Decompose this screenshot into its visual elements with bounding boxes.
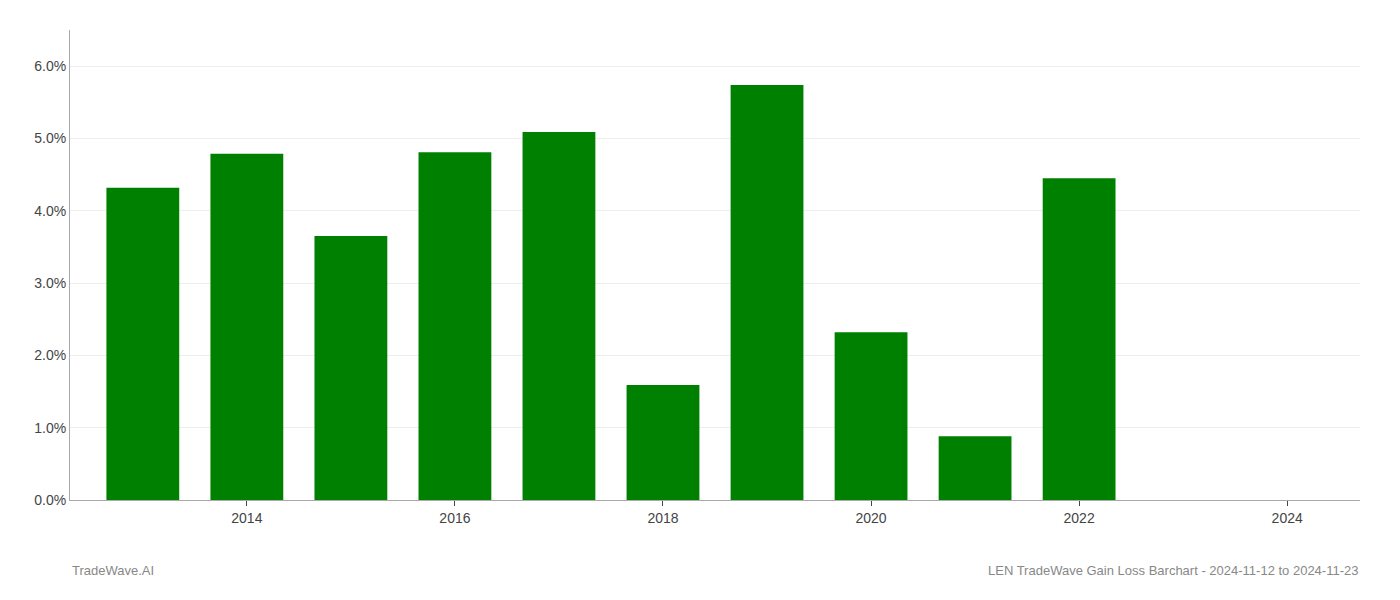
svg-text:0.0%: 0.0% [34,492,66,508]
svg-text:2.0%: 2.0% [34,347,66,363]
svg-text:2024: 2024 [1272,510,1303,526]
svg-text:1.0%: 1.0% [34,420,66,436]
svg-text:3.0%: 3.0% [34,275,66,291]
svg-text:6.0%: 6.0% [34,58,66,74]
svg-text:2018: 2018 [647,510,678,526]
svg-text:TradeWave.AI: TradeWave.AI [72,563,154,578]
svg-text:4.0%: 4.0% [34,203,66,219]
svg-text:2020: 2020 [855,510,886,526]
svg-text:LEN TradeWave Gain Loss Barcha: LEN TradeWave Gain Loss Barchart - 2024-… [988,563,1358,578]
svg-text:2016: 2016 [439,510,470,526]
svg-text:2022: 2022 [1064,510,1095,526]
svg-text:5.0%: 5.0% [34,130,66,146]
svg-text:2014: 2014 [231,510,262,526]
